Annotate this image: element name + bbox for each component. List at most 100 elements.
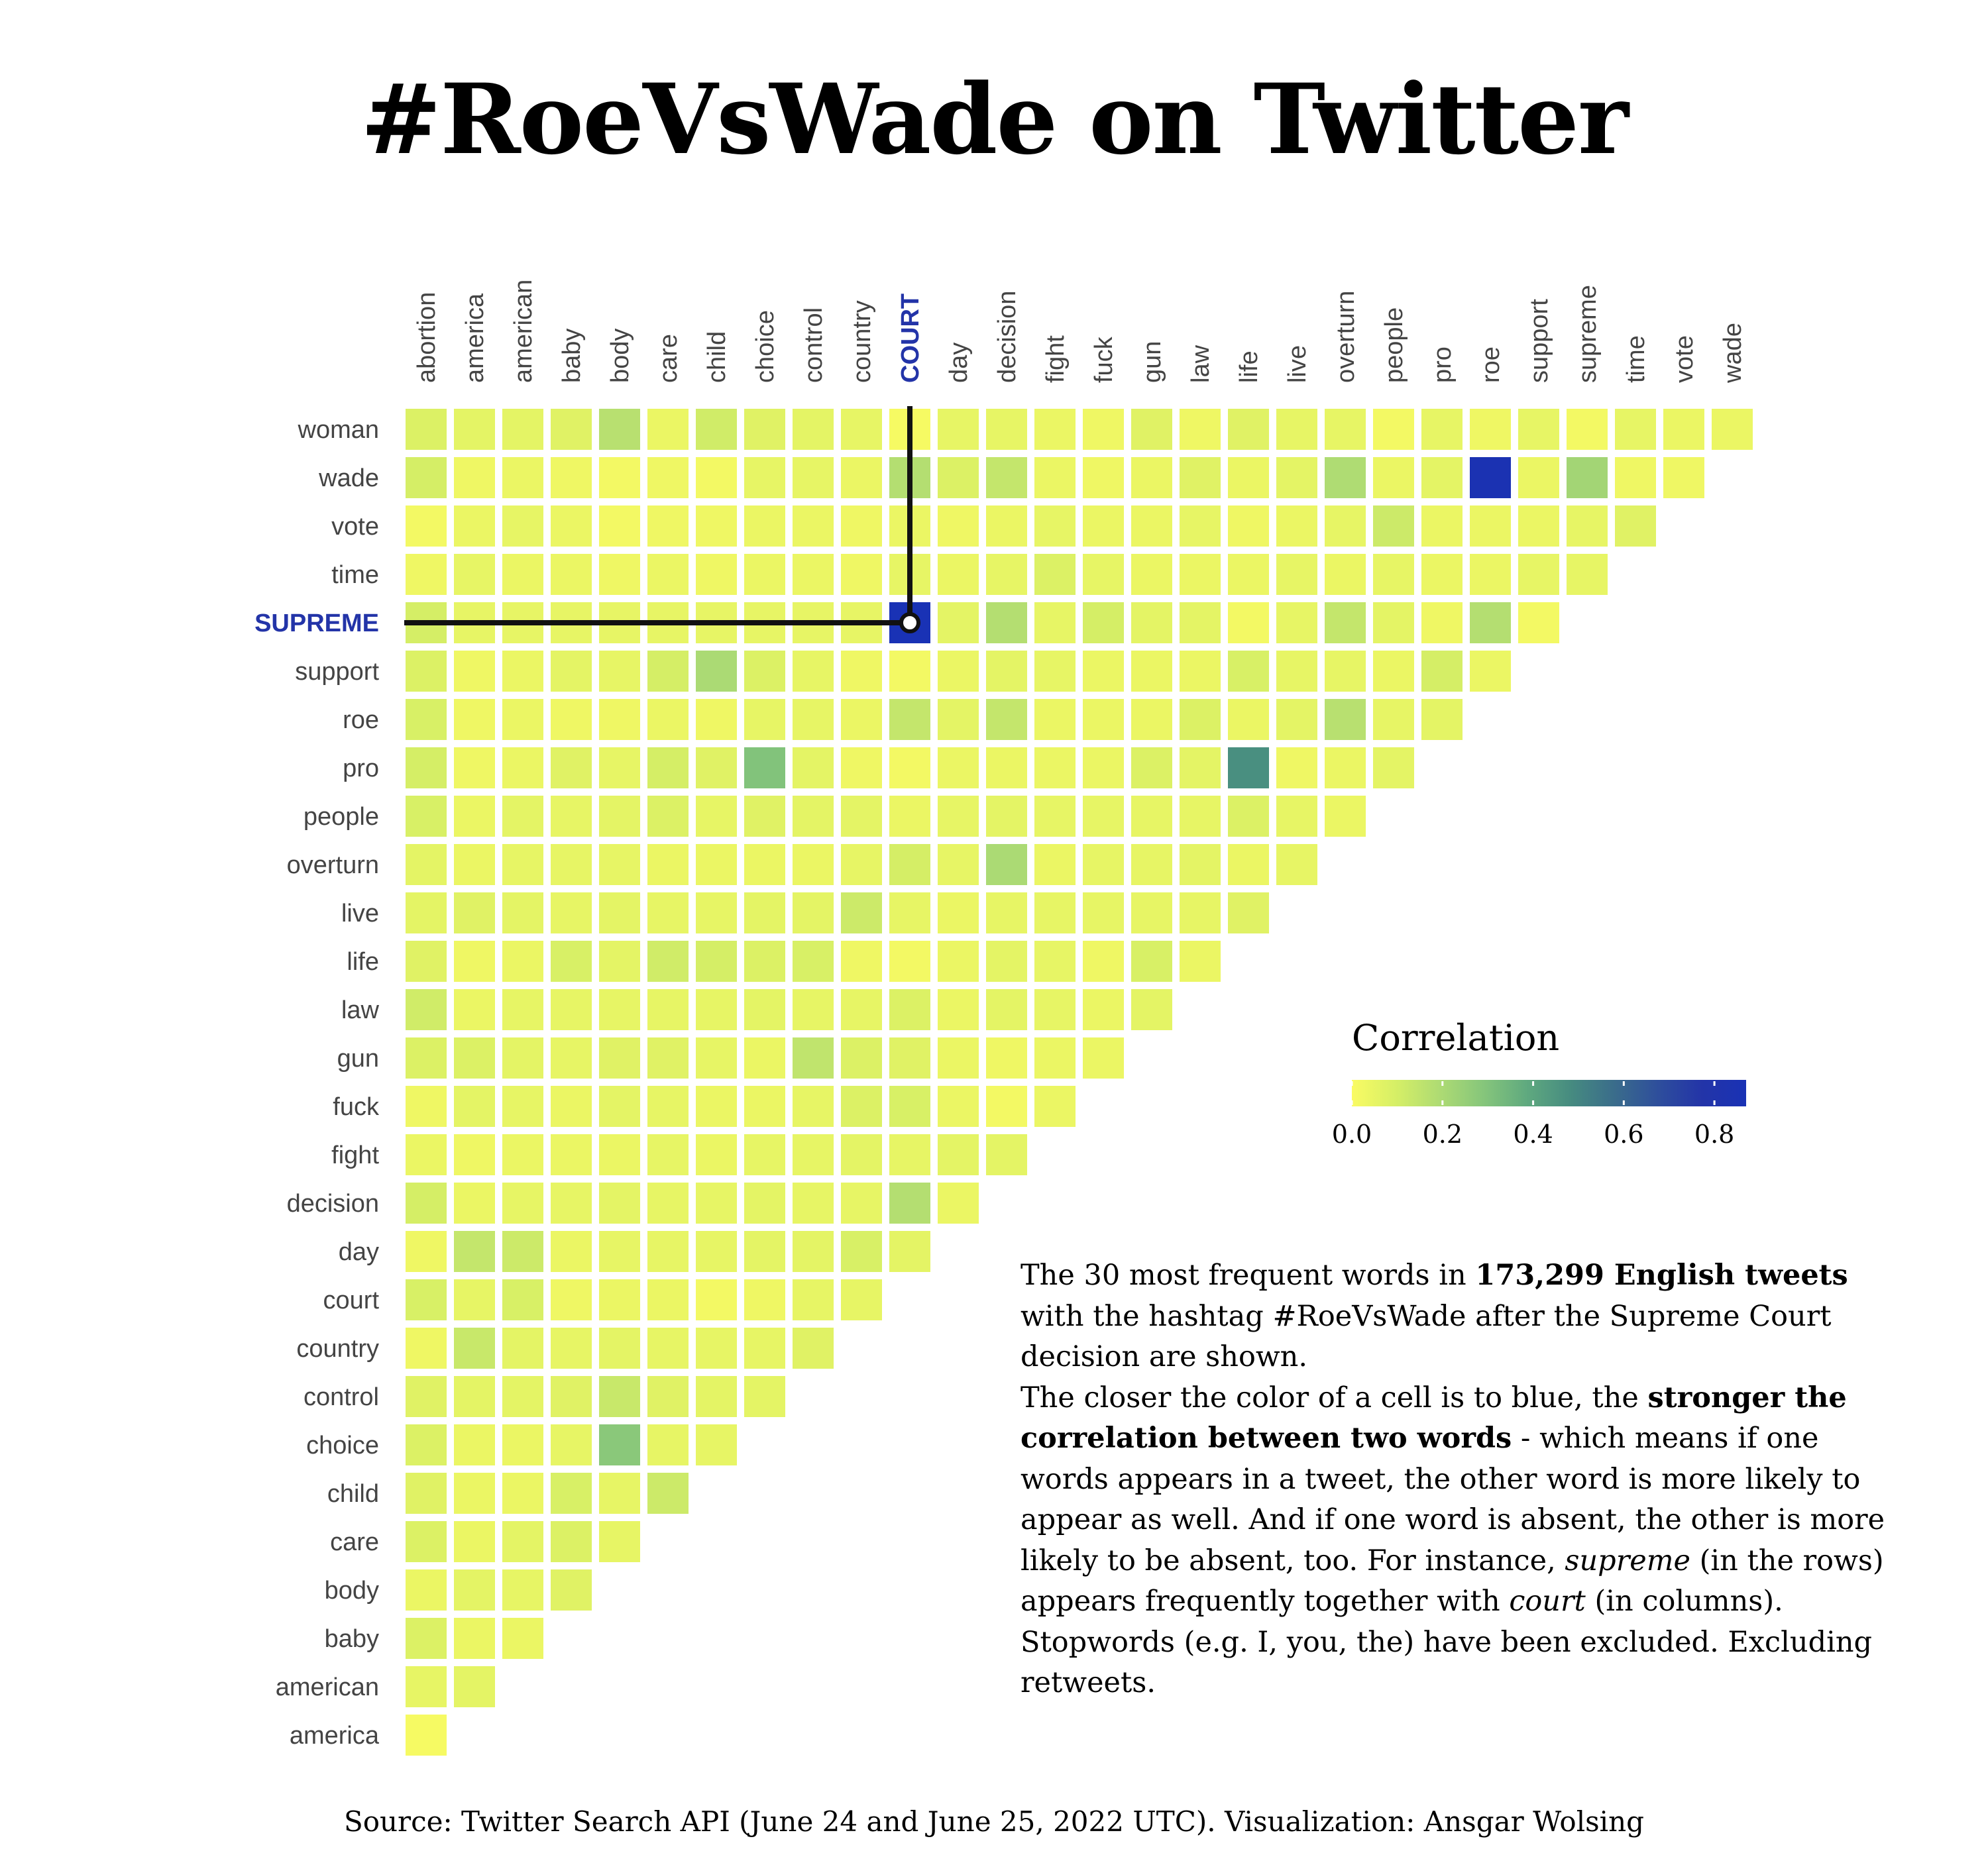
heatmap-cell	[1663, 457, 1704, 498]
heatmap-cell	[841, 1134, 882, 1175]
heatmap-cell	[1373, 505, 1414, 547]
column-label: law	[1187, 344, 1215, 383]
heatmap-cell	[551, 1183, 592, 1224]
heatmap-cell	[502, 1279, 543, 1320]
heatmap-cell	[1180, 699, 1221, 740]
heatmap-cell	[1083, 505, 1124, 547]
heatmap-cell	[551, 1521, 592, 1562]
heatmap-cell	[599, 1086, 640, 1127]
heatmap-cell	[1228, 747, 1269, 788]
heatmap-cell	[1083, 747, 1124, 788]
heatmap-cell	[647, 1279, 689, 1320]
heatmap-cell	[551, 1037, 592, 1079]
heatmap-cell	[986, 941, 1027, 982]
heatmap-cell	[696, 1037, 737, 1079]
heatmap-cell	[986, 554, 1027, 595]
heatmap-cell	[1083, 554, 1124, 595]
heatmap-cell	[1228, 457, 1269, 498]
heatmap-cell	[406, 1666, 447, 1707]
heatmap-cell	[793, 941, 834, 982]
row-label: gun	[337, 1045, 379, 1073]
heatmap-cell	[406, 1473, 447, 1514]
heatmap-cell	[696, 1328, 737, 1369]
column-label: country	[848, 300, 876, 383]
heatmap-cell	[1276, 457, 1317, 498]
heatmap-cell	[696, 409, 737, 450]
heatmap-cell	[938, 409, 979, 450]
heatmap-cell	[502, 1618, 543, 1659]
heatmap-cell	[841, 1183, 882, 1224]
column-label: wade	[1719, 323, 1747, 384]
heatmap-cell	[502, 989, 543, 1030]
heatmap-cell	[551, 1086, 592, 1127]
column-label: fuck	[1090, 336, 1118, 383]
heatmap-cell	[1228, 892, 1269, 933]
heatmap-cell	[938, 457, 979, 498]
heatmap-cell	[502, 1424, 543, 1465]
heatmap-cell	[938, 989, 979, 1030]
heatmap-cell	[406, 1328, 447, 1369]
heatmap-cell	[986, 844, 1027, 885]
heatmap-cell	[793, 457, 834, 498]
heatmap-cell	[696, 457, 737, 498]
heatmap-cell	[744, 844, 785, 885]
heatmap-cell	[744, 796, 785, 837]
column-label: live	[1284, 345, 1311, 383]
heatmap-cell	[793, 1231, 834, 1272]
heatmap-cell	[551, 1231, 592, 1272]
heatmap-cell	[1325, 554, 1366, 595]
heatmap-cell	[938, 796, 979, 837]
heatmap-cell	[502, 1037, 543, 1079]
heatmap-cell	[696, 844, 737, 885]
heatmap-cell	[1421, 554, 1463, 595]
heatmap-cell	[551, 796, 592, 837]
heatmap-cell	[1325, 602, 1366, 643]
heatmap-cell	[841, 1279, 882, 1320]
heatmap-cell	[986, 1134, 1027, 1175]
column-label: roe	[1477, 346, 1505, 383]
heatmap-cell	[599, 844, 640, 885]
heatmap-cell	[1131, 796, 1172, 837]
heatmap-cell	[1228, 844, 1269, 885]
heatmap-cell	[1131, 409, 1172, 450]
heatmap-cell	[454, 1037, 495, 1079]
chart-title: #RoeVsWade on Twitter	[360, 63, 1629, 176]
heatmap-cell	[841, 1086, 882, 1127]
heatmap-cell	[841, 651, 882, 692]
column-label: america	[461, 293, 489, 383]
row-label: wade	[318, 464, 379, 492]
heatmap-cell	[1421, 505, 1463, 547]
heatmap-cell	[551, 1328, 592, 1369]
row-label: roe	[343, 706, 379, 734]
heatmap-cell	[696, 554, 737, 595]
description-run: with the hashtag #RoeVsWade after the Su…	[1021, 1299, 1832, 1374]
description-run: court	[1509, 1585, 1586, 1618]
heatmap-cell	[938, 1183, 979, 1224]
heatmap-cell	[1131, 699, 1172, 740]
heatmap-cell	[938, 1134, 979, 1175]
heatmap-cell	[454, 1521, 495, 1562]
heatmap-cell	[793, 1279, 834, 1320]
heatmap-cell	[889, 941, 930, 982]
heatmap-cell	[454, 1279, 495, 1320]
heatmap-cell	[938, 1037, 979, 1079]
heatmap-cell	[599, 651, 640, 692]
heatmap-cell	[1180, 941, 1221, 982]
heatmap-cell	[454, 505, 495, 547]
row-label: child	[327, 1480, 379, 1508]
heatmap-cell	[1373, 409, 1414, 450]
heatmap-cell	[986, 989, 1027, 1030]
heatmap-cell	[744, 989, 785, 1030]
heatmap-cell	[793, 796, 834, 837]
heatmap-cell	[454, 1376, 495, 1417]
heatmap-cell	[1180, 651, 1221, 692]
heatmap-cell	[841, 457, 882, 498]
heatmap-cell	[841, 796, 882, 837]
column-label: day	[945, 343, 973, 383]
heatmap-cell	[502, 1231, 543, 1272]
row-label: day	[339, 1238, 379, 1266]
heatmap-cell	[502, 1086, 543, 1127]
heatmap-cell	[1325, 796, 1366, 837]
heatmap-cell	[696, 1086, 737, 1127]
heatmap-cell	[454, 747, 495, 788]
